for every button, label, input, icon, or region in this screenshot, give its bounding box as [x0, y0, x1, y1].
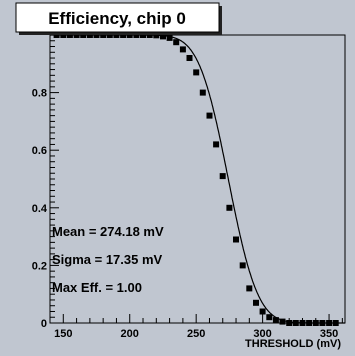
data-point: [292, 320, 299, 326]
x-tick-label: 200: [121, 328, 139, 340]
data-point: [259, 308, 266, 315]
stat-max-eff: Max Eff. = 1.00: [52, 280, 142, 295]
stat-mean: Mean = 274.18 mV: [52, 224, 164, 239]
data-point: [199, 89, 206, 96]
x-tick-label: 350: [320, 328, 338, 340]
title-box: Efficiency, chip 0: [15, 2, 222, 35]
y-axis: 0 0.2 0.4 0.6 0.8: [32, 34, 59, 330]
data-point: [246, 285, 253, 292]
y-tick-label: 0: [41, 318, 47, 330]
x-axis: 150 200 250 300 350: [49, 314, 343, 340]
y-tick-label: 0.6: [32, 145, 47, 157]
x-tick-label: 300: [253, 328, 271, 340]
data-point: [266, 314, 273, 321]
plot-area: [49, 32, 346, 326]
y-tick-label: 0.4: [32, 203, 48, 215]
stat-sigma: Sigma = 17.35 mV: [52, 252, 163, 267]
data-point: [239, 262, 246, 269]
data-point: [186, 55, 193, 61]
x-tick-label: 150: [54, 328, 72, 340]
data-point: [319, 320, 326, 326]
data-point: [206, 112, 213, 119]
data-point: [179, 46, 186, 53]
title-box-background: [15, 2, 220, 33]
data-point: [153, 32, 160, 39]
data-point: [279, 318, 286, 325]
data-point: [332, 320, 339, 326]
data-point: [226, 204, 233, 211]
y-tick-label: 0.2: [32, 260, 47, 272]
x-tick-label: 250: [187, 328, 205, 340]
data-point: [166, 34, 173, 41]
data-point: [193, 69, 200, 76]
data-point: [306, 320, 313, 326]
plot-frame: [49, 34, 346, 324]
data-point: [213, 141, 220, 148]
stats-box: Mean = 274.18 mV Sigma = 17.35 mV Max Ef…: [52, 224, 164, 295]
data-point: [160, 33, 166, 40]
x-axis-title: THRESHOLD (mV): [245, 338, 341, 350]
data-point: [173, 39, 180, 46]
data-point: [219, 173, 226, 180]
data-point: [253, 299, 259, 306]
chart-title: Efficiency, chip 0: [48, 9, 186, 28]
y-tick-label: 0.8: [32, 88, 47, 100]
data-point: [233, 236, 239, 243]
